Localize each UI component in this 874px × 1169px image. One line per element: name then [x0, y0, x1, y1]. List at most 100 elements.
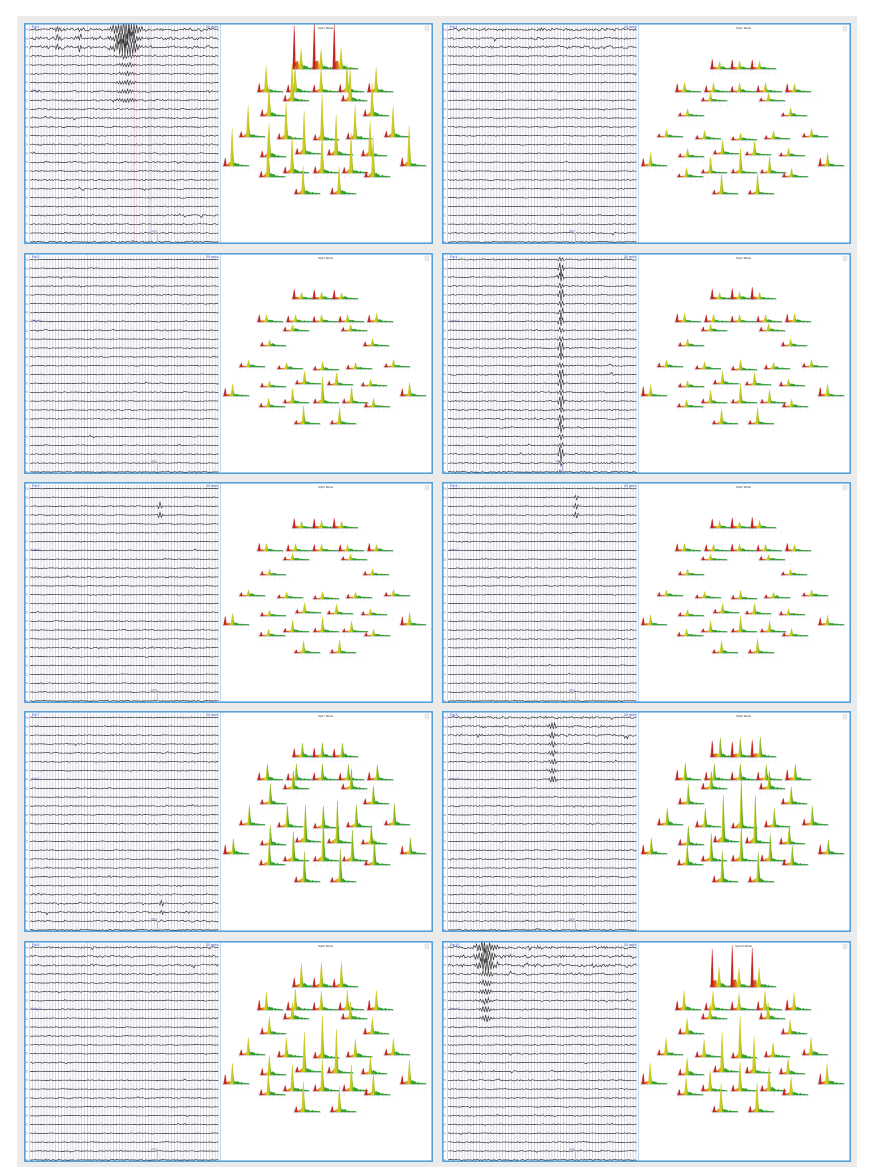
svg-text:1 2 3 4 5 6: 1 2 3 4 5 6 — [712, 990, 744, 992]
svg-text:F4: F4 — [25, 285, 29, 288]
svg-text:1 2 3 4 5 6: 1 2 3 4 5 6 — [288, 95, 320, 97]
svg-text:1 2 3 4 5 6: 1 2 3 4 5 6 — [340, 554, 372, 556]
svg-text:1 2 3 4 5 6: 1 2 3 4 5 6 — [340, 1013, 372, 1015]
svg-text:30 mm/s: 30 mm/s — [624, 255, 637, 259]
svg-text:X1: X1 — [443, 232, 447, 235]
svg-text:1 2 3 4 5 6: 1 2 3 4 5 6 — [262, 619, 294, 621]
svg-text:Pz: Pz — [25, 188, 29, 191]
svg-text:F4: F4 — [25, 743, 29, 746]
svg-text:1 2 3 4 5 6: 1 2 3 4 5 6 — [820, 628, 851, 630]
svg-text:1 2 3 4 5 6: 1 2 3 4 5 6 — [659, 828, 691, 830]
svg-text:1 2 3 4 5 6: 1 2 3 4 5 6 — [315, 143, 347, 145]
svg-text:A2: A2 — [25, 436, 29, 439]
svg-text:F4: F4 — [443, 514, 447, 517]
svg-text:T2: T2 — [443, 682, 447, 685]
svg-text:1 2 3 4 5 6: 1 2 3 4 5 6 — [340, 95, 372, 97]
svg-text:T4: T4 — [443, 1062, 447, 1065]
svg-text:1 2 3 4 5 6: 1 2 3 4 5 6 — [766, 142, 798, 144]
svg-text:1 2 3 4 5 6: 1 2 3 4 5 6 — [750, 656, 782, 658]
svg-text:1 2 3 4 5 6: 1 2 3 4 5 6 — [659, 140, 691, 142]
svg-text:Spk1 Mittel: Spk1 Mittel — [318, 26, 334, 30]
svg-text:1 2 3 4 5 6: 1 2 3 4 5 6 — [348, 830, 380, 832]
svg-text:F3: F3 — [443, 46, 447, 49]
svg-text:T2: T2 — [443, 223, 447, 226]
svg-text:F4: F4 — [443, 743, 447, 746]
svg-text:Pz: Pz — [25, 418, 29, 421]
svg-text:Pat 9: Pat 9 — [32, 943, 40, 947]
svg-text:1 2 3 4 5 6: 1 2 3 4 5 6 — [285, 1094, 317, 1096]
svg-text:F7: F7 — [443, 576, 447, 579]
svg-text:1 2 3 4 5 6: 1 2 3 4 5 6 — [679, 1098, 711, 1100]
svg-text:C3: C3 — [25, 523, 29, 526]
svg-text:1 2 3 4 5 6: 1 2 3 4 5 6 — [703, 1022, 735, 1024]
svg-text:1 2 3 4 5 6: 1 2 3 4 5 6 — [820, 399, 851, 401]
svg-text:1 2 3 4 5 6: 1 2 3 4 5 6 — [715, 1075, 747, 1077]
svg-text:A1: A1 — [443, 885, 447, 888]
svg-text:C4: C4 — [443, 73, 447, 76]
svg-text:T6: T6 — [25, 849, 29, 852]
svg-text:Cz: Cz — [25, 638, 29, 641]
svg-text:1 2 3 4 5 6: 1 2 3 4 5 6 — [279, 142, 311, 144]
svg-text:06:4: 06:4 — [569, 688, 575, 692]
svg-text:1 2 3 4 5 6: 1 2 3 4 5 6 — [262, 1037, 294, 1039]
svg-text:O2: O2 — [25, 796, 29, 799]
svg-text:1 2 3 4 5 6: 1 2 3 4 5 6 — [294, 302, 326, 304]
svg-text:Fp1: Fp1 — [443, 29, 448, 32]
svg-text:1 2 3 4 5 6: 1 2 3 4 5 6 — [369, 783, 401, 785]
svg-text:1 2 3 4 5 6: 1 2 3 4 5 6 — [766, 1060, 798, 1062]
svg-text:1 2 3 4 5 6: 1 2 3 4 5 6 — [314, 72, 346, 74]
svg-text:Fp1: Fp1 — [443, 259, 448, 262]
svg-text:T2: T2 — [25, 1141, 29, 1144]
svg-text:O1: O1 — [25, 787, 29, 790]
svg-text:1 2 3 4 5 6: 1 2 3 4 5 6 — [366, 868, 398, 870]
svg-text:1 2 3 4 5 6: 1 2 3 4 5 6 — [697, 1060, 729, 1062]
svg-text:Fp2: Fp2 — [443, 955, 448, 958]
svg-text:1 2 3 4 5 6: 1 2 3 4 5 6 — [315, 1094, 347, 1096]
svg-text:X1: X1 — [443, 691, 447, 694]
svg-text:1 2 3 4 5 6: 1 2 3 4 5 6 — [697, 372, 729, 374]
svg-text:F7: F7 — [25, 576, 29, 579]
svg-text:1 2 3 4 5 6: 1 2 3 4 5 6 — [294, 531, 326, 533]
svg-text:F3: F3 — [443, 276, 447, 279]
svg-text:13:2: 13:2 — [569, 1147, 575, 1151]
svg-text:1 2 3 4 5 6: 1 2 3 4 5 6 — [288, 783, 320, 785]
svg-text:F7: F7 — [443, 117, 447, 120]
svg-text:Spike 1: Spike 1 — [31, 89, 41, 93]
svg-text:1 2 3 4 5 6: 1 2 3 4 5 6 — [225, 628, 257, 630]
svg-text:1 2 3 4 5 6: 1 2 3 4 5 6 — [259, 1013, 291, 1015]
svg-text:1 2 3 4 5 6: 1 2 3 4 5 6 — [363, 618, 395, 620]
svg-text:C4: C4 — [443, 761, 447, 764]
svg-text:1 2 3 4 5 6: 1 2 3 4 5 6 — [348, 1060, 380, 1062]
svg-text:1 2 3 4 5 6: 1 2 3 4 5 6 — [761, 104, 793, 106]
svg-text:Fp2: Fp2 — [443, 725, 448, 728]
svg-text:30 mm/s: 30 mm/s — [624, 484, 637, 488]
svg-text:1 2 3 4 5 6: 1 2 3 4 5 6 — [706, 325, 738, 327]
svg-text:1 2 3 4 5 6: 1 2 3 4 5 6 — [369, 554, 401, 556]
svg-text:F8: F8 — [25, 1044, 29, 1047]
svg-text:1 2 3 4 5 6: 1 2 3 4 5 6 — [315, 406, 347, 408]
svg-text:X1: X1 — [443, 462, 447, 465]
svg-text:T2: T2 — [25, 911, 29, 914]
svg-text:1 2 3 4 5 6: 1 2 3 4 5 6 — [677, 1013, 709, 1015]
svg-text:1 2 3 4 5 6: 1 2 3 4 5 6 — [679, 180, 711, 182]
svg-text:F4: F4 — [25, 973, 29, 976]
svg-text:T4: T4 — [443, 603, 447, 606]
svg-text:1 2 3 4 5 6: 1 2 3 4 5 6 — [348, 142, 380, 144]
svg-text:1 2 3 4 5 6: 1 2 3 4 5 6 — [261, 410, 293, 412]
svg-text:Pat 2: Pat 2 — [450, 25, 458, 29]
svg-text:1 2 3 4 5 6: 1 2 3 4 5 6 — [762, 635, 794, 637]
svg-text:1 2 3 4 5 6: 1 2 3 4 5 6 — [732, 554, 764, 556]
svg-text:1 2 3 4 5 6: 1 2 3 4 5 6 — [262, 1078, 294, 1080]
svg-text:1 2 3 4 5 6: 1 2 3 4 5 6 — [703, 334, 735, 336]
svg-text:1 2 3 4 5 6: 1 2 3 4 5 6 — [714, 197, 746, 199]
svg-text:P4: P4 — [443, 90, 447, 93]
svg-text:Pat 5: Pat 5 — [32, 484, 40, 488]
svg-text:T6: T6 — [443, 161, 447, 164]
svg-text:1 2 3 4 5 6: 1 2 3 4 5 6 — [365, 119, 397, 121]
svg-text:1 2 3 4 5 6: 1 2 3 4 5 6 — [402, 399, 433, 401]
svg-text:1 2 3 4 5 6: 1 2 3 4 5 6 — [386, 599, 418, 601]
svg-text:1 2 3 4 5 6: 1 2 3 4 5 6 — [758, 325, 790, 327]
svg-text:1 2 3 4 5 6: 1 2 3 4 5 6 — [285, 635, 317, 637]
svg-text:Spike 10: Spike 10 — [449, 1007, 461, 1011]
svg-text:T5: T5 — [25, 382, 29, 385]
